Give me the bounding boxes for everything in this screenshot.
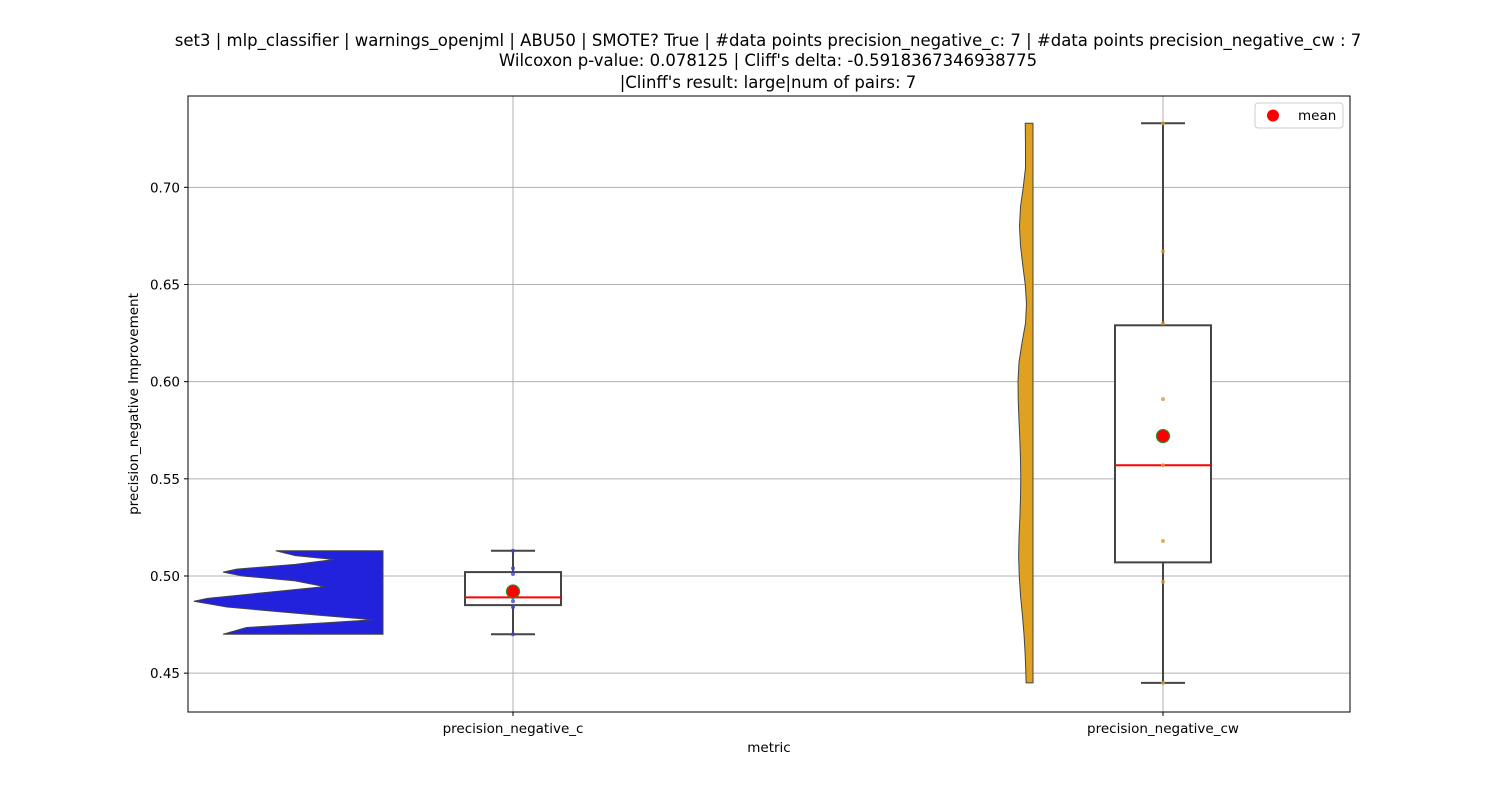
data-point: [1161, 579, 1165, 584]
series-precision_negative_c: [193, 548, 562, 637]
x-axis-label: metric: [747, 740, 790, 756]
violin-precision_negative_cw: [1017, 122, 1034, 684]
y-tick-label: 0.45: [150, 666, 180, 682]
x-tick-label: precision_negative_c: [443, 721, 584, 737]
x-axis: precision_negative_c precision_negative_c…: [443, 712, 1239, 737]
data-point: [1161, 463, 1165, 468]
y-tick-label: 0.55: [150, 472, 180, 488]
chart-marks: [193, 121, 1212, 685]
axes-frame: [187, 95, 1351, 713]
data-point: [511, 605, 515, 610]
data-point: [511, 572, 515, 577]
x-tick-label: precision_negative_cw: [1087, 721, 1239, 737]
box-precision_negative_cw: [1114, 324, 1212, 564]
data-point: [511, 599, 515, 604]
legend-mean-label: mean: [1298, 108, 1336, 124]
gridlines: [188, 96, 1350, 712]
violin-precision_negative_c: [193, 550, 384, 635]
data-point: [1161, 249, 1165, 254]
data-point: [511, 566, 515, 571]
data-point: [1161, 680, 1165, 685]
plot-area: 0.45 0.50 0.55 0.60 0.65 0.70 precision_negati…: [150, 95, 1351, 737]
mean-marker: [505, 584, 521, 599]
data-point: [1161, 121, 1165, 126]
data-point: [1161, 321, 1165, 326]
series-precision_negative_cw: [1017, 121, 1212, 685]
y-axis-label: precision_negative Improvement: [126, 293, 142, 515]
data-point: [1161, 397, 1165, 402]
title-line-1: set3 | mlp_classifier | warnings_openjml…: [175, 31, 1362, 51]
y-tick-label: 0.70: [150, 180, 180, 196]
data-point: [511, 632, 515, 637]
y-tick-label: 0.50: [150, 569, 180, 585]
y-tick-label: 0.65: [150, 277, 180, 293]
data-point: [1161, 538, 1165, 543]
legend-mean-marker: [1267, 109, 1279, 122]
chart-title: set3 | mlp_classifier | warnings_openjml…: [175, 31, 1362, 92]
mean-marker: [1155, 428, 1171, 444]
data-point: [511, 548, 515, 553]
title-line-2: Wilcoxon p-value: 0.078125 | Cliff's del…: [499, 51, 1037, 70]
legend: mean: [1254, 102, 1344, 129]
y-tick-label: 0.60: [150, 375, 180, 391]
title-line-3: |Clinff's result: large|num of pairs: 7: [620, 73, 917, 92]
legend-frame: [1254, 102, 1344, 129]
y-axis: 0.45 0.50 0.55 0.60 0.65 0.70: [150, 180, 188, 682]
